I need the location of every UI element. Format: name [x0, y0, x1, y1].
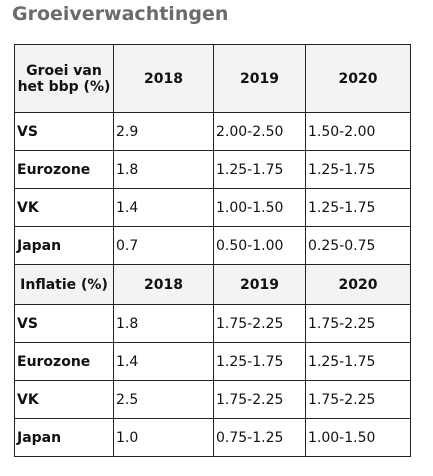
- data-row: VS 2.9 2.00-2.50 1.50-2.00: [14, 112, 411, 151]
- value-cell: 1.8: [113, 304, 214, 343]
- header-row: Inflatie (%) 2018 2019 2020: [14, 264, 411, 305]
- value-cell: 0.7: [113, 226, 214, 265]
- row-label: VS: [14, 112, 114, 151]
- data-row: VS 1.8 1.75-2.25 1.75-2.25: [14, 304, 411, 343]
- row-label: VK: [14, 380, 114, 419]
- value-cell: 1.4: [113, 188, 214, 227]
- data-row: Japan 1.0 0.75-1.25 1.00-1.50: [14, 418, 411, 457]
- value-cell: 1.25-1.75: [213, 342, 306, 381]
- value-cell: 1.25-1.75: [305, 150, 411, 189]
- data-row: Eurozone 1.4 1.25-1.75 1.25-1.75: [14, 342, 411, 381]
- table-body: Groei van het bbp (%) 2018 2019 2020 VS 2.9 2.…: [14, 44, 411, 457]
- data-row: Japan 0.7 0.50-1.00 0.25-0.75: [14, 226, 411, 265]
- row-label: VK: [14, 188, 114, 227]
- row-label: Japan: [14, 418, 114, 457]
- data-row: Eurozone 1.8 1.25-1.75 1.25-1.75: [14, 150, 411, 189]
- header-cell: 2019: [213, 44, 306, 113]
- header-cell: Inflatie (%): [14, 264, 114, 305]
- header-cell: 2018: [113, 264, 214, 305]
- value-cell: 2.00-2.50: [213, 112, 306, 151]
- value-cell: 1.75-2.25: [305, 380, 411, 419]
- data-row: VK 2.5 1.75-2.25 1.75-2.25: [14, 380, 411, 419]
- value-cell: 0.50-1.00: [213, 226, 306, 265]
- header-cell: 2019: [213, 264, 306, 305]
- row-label: Japan: [14, 226, 114, 265]
- value-cell: 2.9: [113, 112, 214, 151]
- value-cell: 1.00-1.50: [305, 418, 411, 457]
- value-cell: 1.25-1.75: [305, 342, 411, 381]
- value-cell: 1.00-1.50: [213, 188, 306, 227]
- value-cell: 2.5: [113, 380, 214, 419]
- title: Groeiverwachtingen: [12, 3, 229, 25]
- header-cell: Groei van het bbp (%): [14, 44, 114, 113]
- header-cell: 2020: [305, 264, 411, 305]
- value-cell: 1.0: [113, 418, 214, 457]
- header-cell: 2018: [113, 44, 214, 113]
- header-row: Groei van het bbp (%) 2018 2019 2020: [14, 44, 411, 113]
- value-cell: 1.4: [113, 342, 214, 381]
- row-label: VS: [14, 304, 114, 343]
- header-cell: 2020: [305, 44, 411, 113]
- growth-table: Groei van het bbp (%) 2018 2019 2020 VS 2.9 2.…: [14, 44, 411, 457]
- value-cell: 1.75-2.25: [213, 380, 306, 419]
- row-label: Eurozone: [14, 342, 114, 381]
- value-cell: 0.75-1.25: [213, 418, 306, 457]
- value-cell: 1.25-1.75: [305, 188, 411, 227]
- value-cell: 1.50-2.00: [305, 112, 411, 151]
- data-row: VK 1.4 1.00-1.50 1.25-1.75: [14, 188, 411, 227]
- value-cell: 1.8: [113, 150, 214, 189]
- value-cell: 1.75-2.25: [305, 304, 411, 343]
- value-cell: 1.75-2.25: [213, 304, 306, 343]
- row-label: Eurozone: [14, 150, 114, 189]
- value-cell: 1.25-1.75: [213, 150, 306, 189]
- value-cell: 0.25-0.75: [305, 226, 411, 265]
